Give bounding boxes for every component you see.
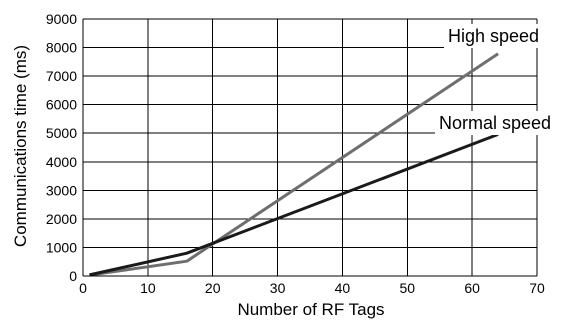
y-tick-label: 5000 — [46, 125, 77, 141]
y-tick-label: 2000 — [46, 211, 77, 227]
plot-series — [89, 52, 499, 277]
x-tick-label: 10 — [140, 280, 156, 296]
y-tick-label: 6000 — [46, 97, 77, 113]
y-tick-label: 1000 — [46, 239, 77, 255]
series-line-high-speed — [89, 52, 499, 277]
y-tick-label: 9000 — [46, 11, 77, 27]
x-tick-label: 50 — [399, 280, 415, 296]
x-tick-label: 0 — [79, 280, 87, 296]
x-tick-label: 60 — [464, 280, 480, 296]
y-tick-label: 3000 — [46, 182, 77, 198]
y-tick-label: 8000 — [46, 40, 77, 56]
y-tick-label: 7000 — [46, 68, 77, 84]
series-labels: High speed Normal speed — [435, 24, 556, 135]
x-tick-label: 30 — [270, 280, 286, 296]
axes — [82, 19, 537, 277]
x-tick-label: 20 — [205, 280, 221, 296]
series-line-normal-speed — [89, 132, 499, 277]
x-tick-label: 40 — [335, 280, 351, 296]
series-label-background — [435, 111, 556, 135]
y-axis-title: Communications time (ms) — [11, 45, 30, 247]
series-label-high-speed: High speed — [448, 26, 539, 46]
x-axis-title: Number of RF Tags — [237, 300, 384, 319]
y-tick-label: 4000 — [46, 154, 77, 170]
tick-labels: 0 10 20 30 40 50 60 70 0 1000 2000 3000 4000 5000 6000… — [46, 11, 545, 296]
x-tick-label: 70 — [529, 280, 545, 296]
series-label-normal-speed: Normal speed — [439, 113, 551, 133]
grid — [83, 18, 538, 276]
series-label-background — [444, 24, 544, 48]
y-tick-label: 0 — [69, 268, 77, 284]
